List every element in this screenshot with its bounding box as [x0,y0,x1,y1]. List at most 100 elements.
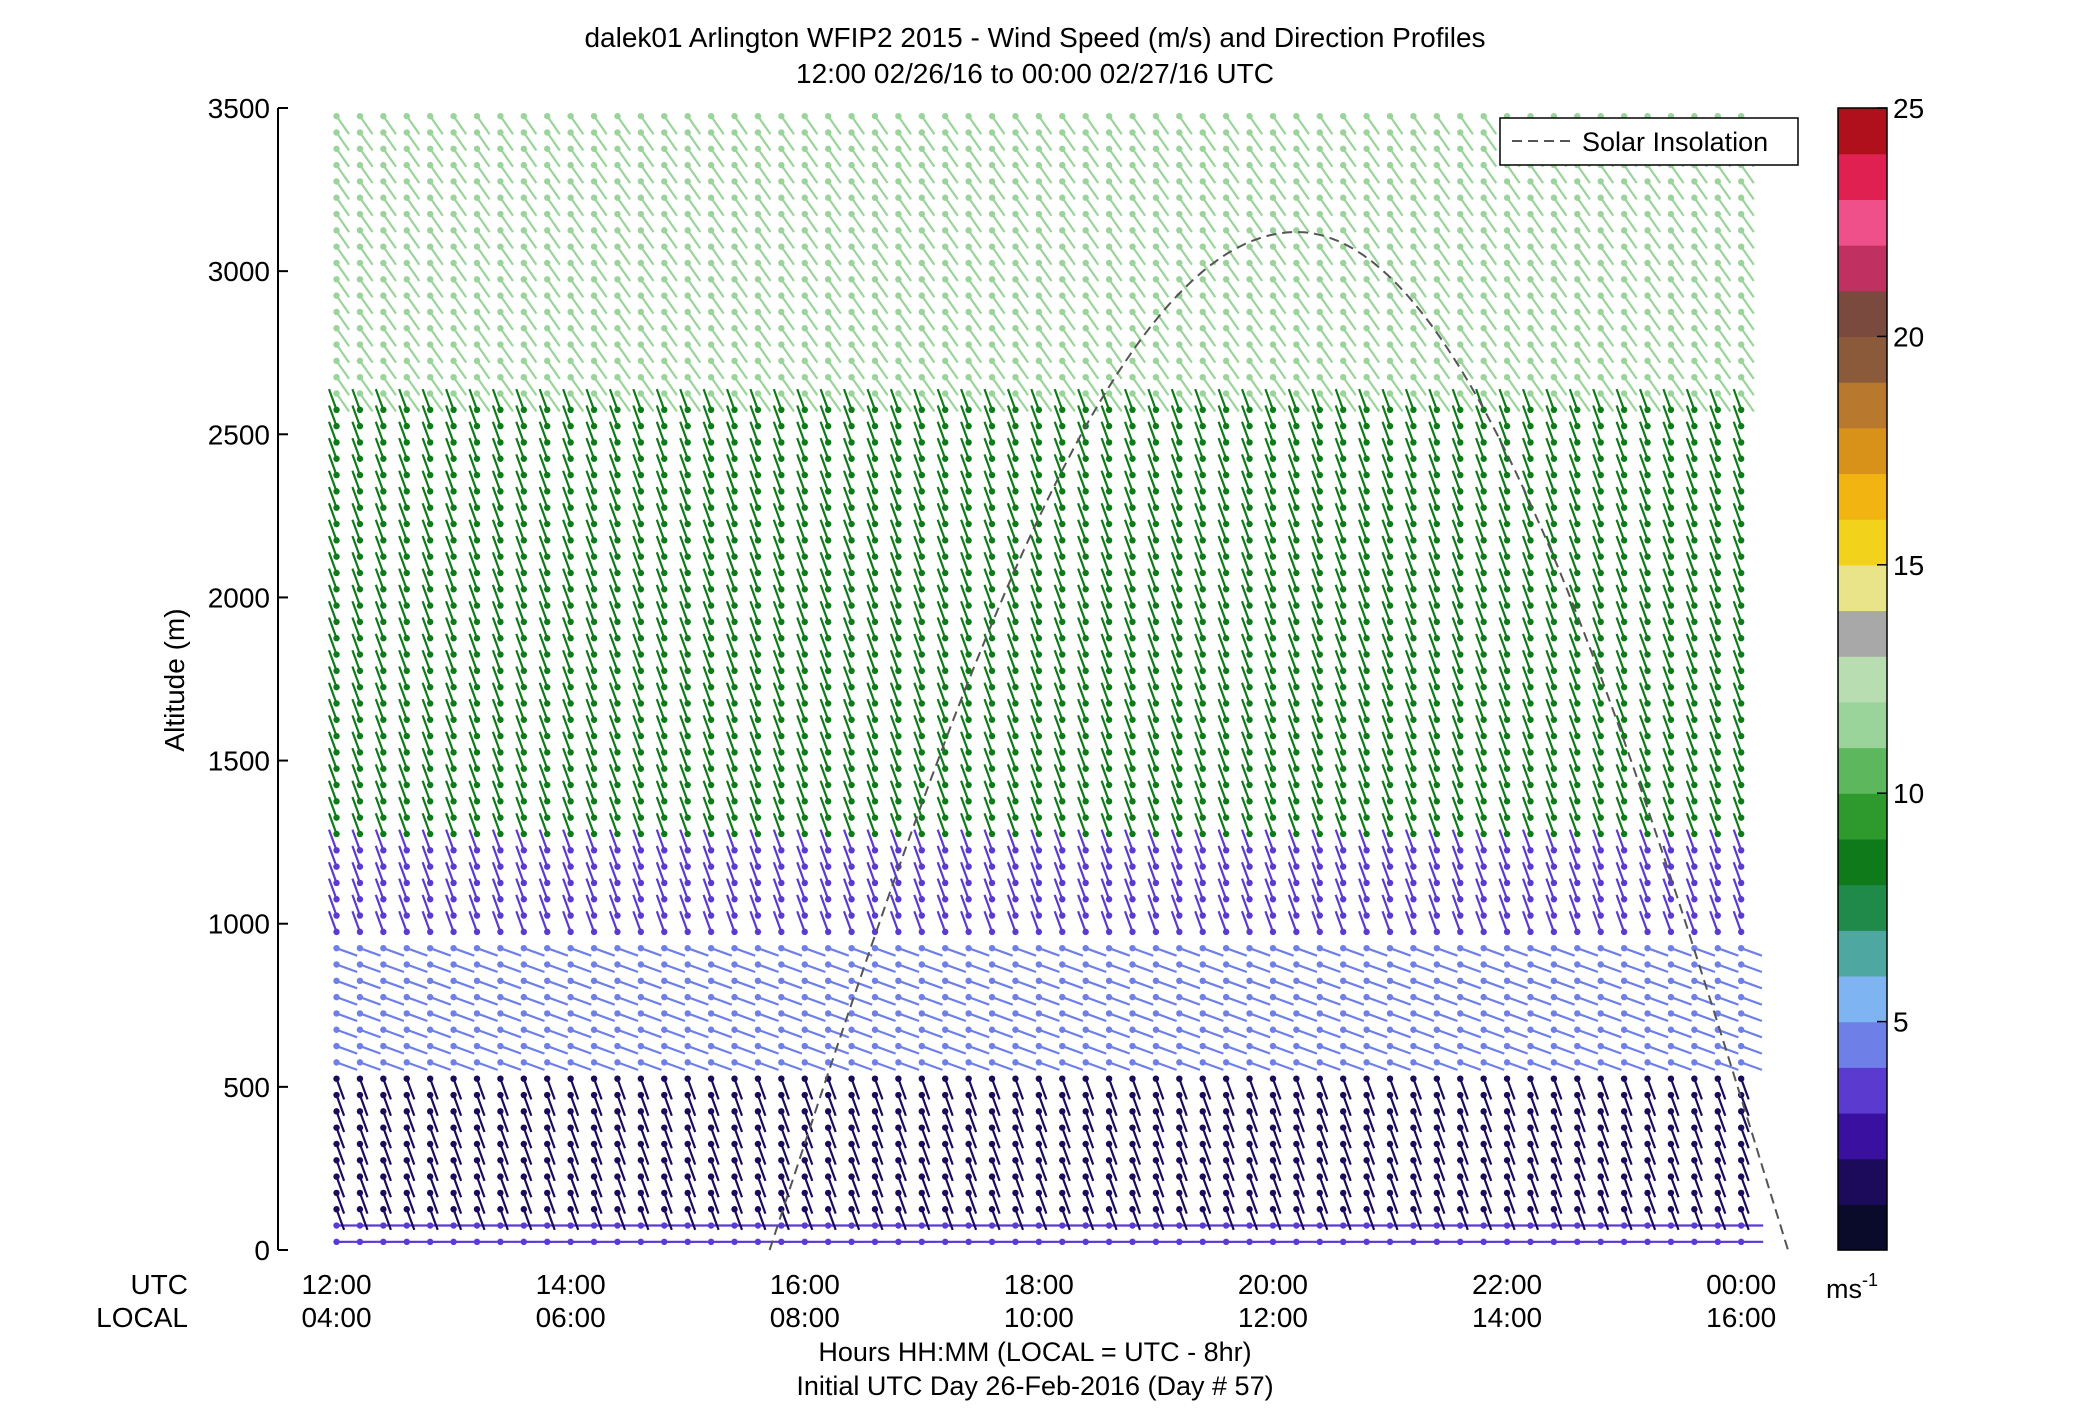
wind-barb [450,1042,475,1055]
wind-barb [445,584,457,609]
x-tick-label-local: 12:00 [1238,1302,1308,1333]
wind-barb [374,405,387,430]
wind-barb [380,1222,406,1229]
wind-barb [403,259,421,282]
wind-barb [333,129,351,152]
wind-barb [398,829,410,854]
wind-barb [327,551,340,577]
wind-barb [374,780,387,805]
wind-barb [333,961,358,974]
wind-barb [351,796,364,821]
colorbar-segment [1838,290,1887,337]
wind-barb [356,1206,369,1231]
wind-barb [351,551,364,577]
wind-barb [421,731,434,756]
wind-barb [374,715,387,740]
wind-barb [327,682,340,707]
wind-barb [374,878,387,903]
wind-barb [351,568,364,593]
y-tick-label: 2500 [208,419,270,450]
wind-barb [380,944,405,957]
wind-barb [403,373,421,396]
wind-barb [356,145,374,168]
wind-barb [356,1075,369,1100]
wind-barb [356,1238,382,1246]
wind-barb [445,812,457,838]
wind-barb [356,1091,369,1117]
wind-barb [327,731,340,756]
wind-barb [356,292,374,315]
wind-barb [374,796,387,821]
wind-barb [327,894,340,919]
wind-barb [421,682,434,707]
wind-barb [445,861,457,887]
colorbar-segment [1838,1021,1887,1068]
wind-barb [351,388,364,414]
wind-barb [333,1222,359,1229]
wind-barb [445,519,457,544]
wind-barb [398,454,410,479]
wind-barb [426,1206,439,1231]
wind-barb [333,227,351,250]
wind-barb [327,502,340,528]
wind-barb [426,1010,452,1023]
wind-barb [351,470,364,495]
wind-barb [380,1124,392,1149]
wind-barb [450,977,475,990]
wind-barb [445,682,457,707]
wind-barb [327,437,340,462]
colorbar-segment [1838,701,1887,749]
x-axis-ticks: 12:0004:0014:0006:0016:0008:0018:0010:00… [301,1269,1776,1333]
wind-barb [333,1059,358,1071]
wind-barb [327,405,340,430]
wind-barb [380,259,397,282]
wind-barb [426,1238,453,1246]
wind-barb [327,617,340,642]
wind-barb [403,145,421,168]
wind-barb [380,178,397,201]
wind-barb [374,437,387,462]
wind-barb [421,649,434,675]
wind-barb [351,486,364,511]
legend: Solar Insolation [1499,117,1799,166]
wind-barb [403,243,421,266]
wind-barb [398,764,410,789]
wind-barb [327,780,340,805]
wind-barb [426,259,444,282]
colorbar-segment [1838,336,1887,383]
wind-barb [356,1108,369,1133]
wind-barb [356,1157,369,1182]
wind-barb [333,1010,358,1023]
colorbar-segment [1838,747,1887,794]
wind-barb [398,861,410,887]
wind-barb [445,910,457,936]
wind-barb [356,1222,382,1229]
x-tick-label-utc: 12:00 [301,1269,371,1300]
wind-barb [421,845,434,870]
wind-barb [380,1140,392,1165]
wind-barb [398,894,410,919]
wind-barb [403,341,421,364]
wind-barb [333,1189,346,1214]
wind-barb [374,666,387,691]
wind-barb [380,292,397,315]
wind-barb [374,519,387,544]
wind-barb [398,698,410,723]
wind-barb [327,649,340,675]
colorbar-segment [1838,473,1887,520]
colorbar-segment [1838,382,1887,429]
wind-barb [426,129,444,152]
wind-barb [426,1173,439,1198]
wind-barb [426,1075,439,1100]
wind-barb [374,551,387,577]
wind-barb [351,421,364,446]
wind-barb [421,796,434,821]
wind-barb [421,780,434,805]
wind-barb [421,829,434,854]
wind-barb [445,747,457,772]
wind-barb [351,715,364,740]
colorbar-segment [1838,108,1887,155]
wind-barb [374,470,387,495]
colorbar-segment [1838,656,1887,703]
